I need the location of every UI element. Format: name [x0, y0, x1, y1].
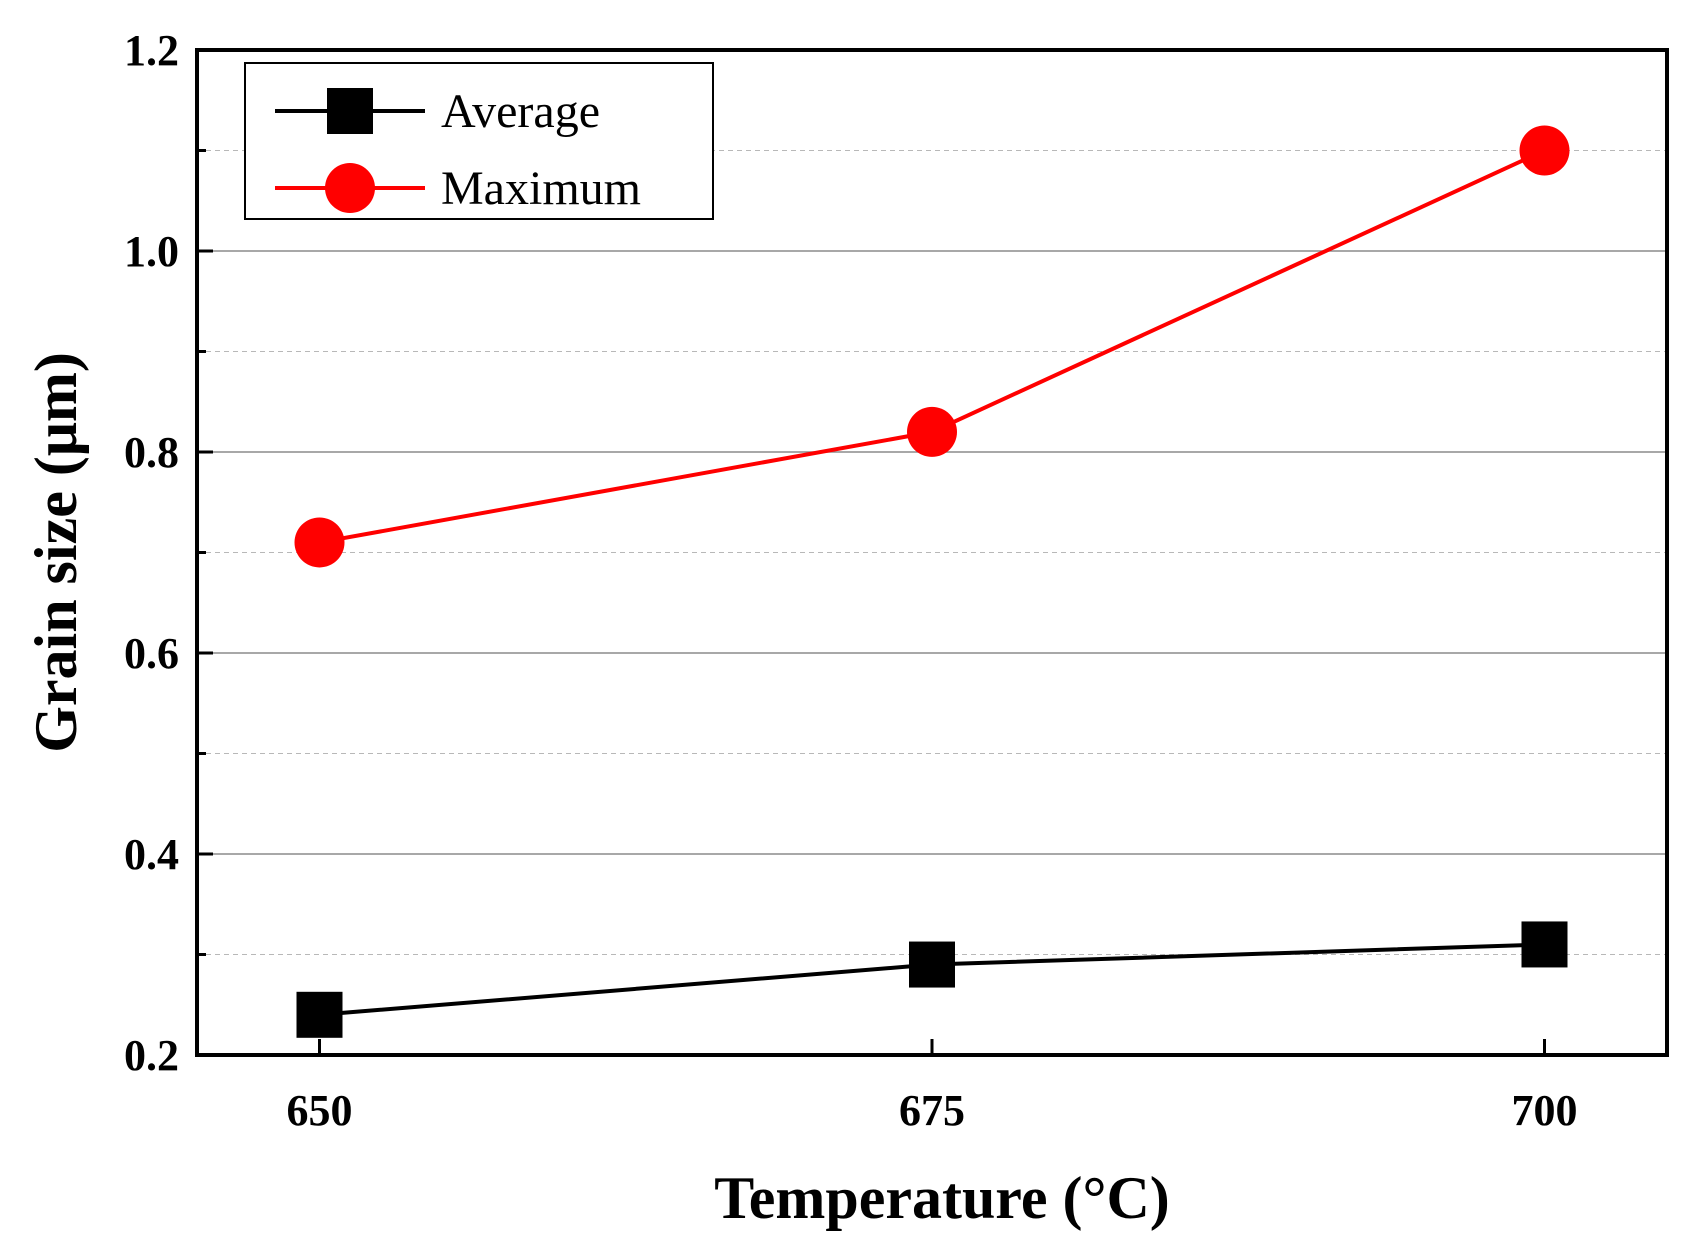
x-tick-label: 650: [287, 1086, 353, 1135]
legend-marker-maximum: [325, 163, 375, 213]
y-tick-label: 0.8: [124, 428, 179, 477]
legend: Average Maximum: [244, 62, 714, 220]
legend-box: [244, 62, 714, 220]
legend-label-average: Average: [441, 85, 600, 138]
legend-marker-average: [327, 88, 373, 134]
marker-average: [1521, 921, 1568, 968]
marker-maximum: [294, 517, 345, 568]
legend-label-maximum: Maximum: [441, 162, 641, 215]
x-tick-label: 700: [1512, 1086, 1578, 1135]
y-tick-label: 0.6: [124, 629, 179, 678]
marker-average: [296, 991, 343, 1038]
marker-maximum: [1519, 125, 1570, 176]
tick-labels: 0.2 0.4 0.6 0.8 1.0 1.2 650 675 700: [124, 26, 1578, 1135]
marker-average: [909, 941, 955, 988]
marker-maximum: [907, 406, 957, 457]
y-tick-label: 1.2: [124, 26, 179, 75]
x-tick-label: 675: [899, 1086, 965, 1135]
x-axis-title: Temperature (°C): [714, 1165, 1170, 1231]
series-layer: [294, 125, 1570, 1038]
y-tick-label: 0.2: [124, 1031, 179, 1080]
y-tick-label: 0.4: [124, 830, 179, 879]
y-axis-title: Grain size (μm): [23, 352, 89, 753]
grid-lines: [197, 150, 1667, 955]
y-tick-label: 1.0: [124, 227, 179, 276]
axis-ticks: [197, 48, 1546, 1057]
